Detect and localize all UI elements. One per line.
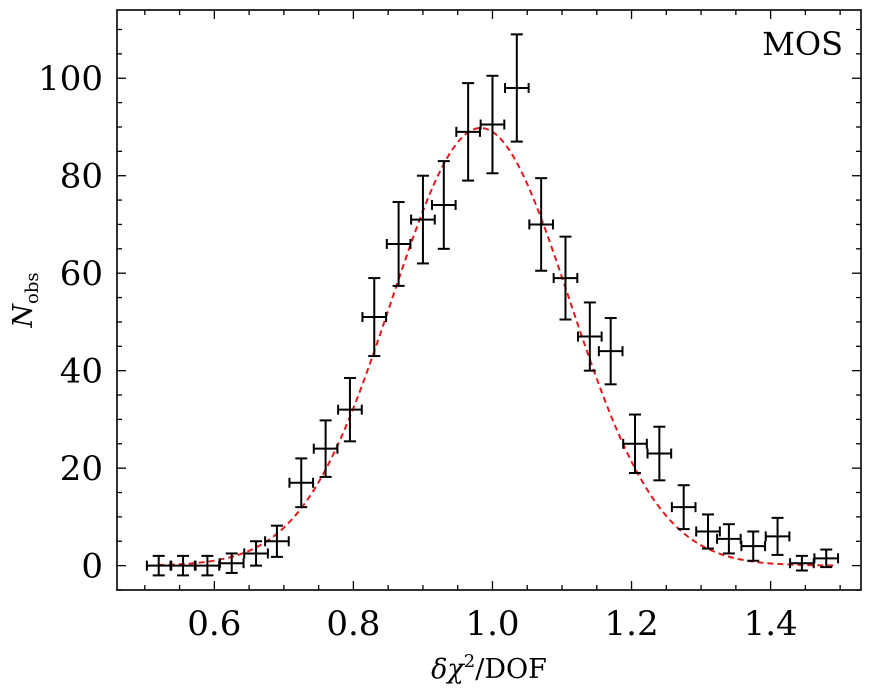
x-axis-label-sup: 2: [464, 651, 475, 672]
data-point: [361, 277, 388, 358]
gaussian-fit-curve: [158, 127, 834, 567]
data-point: [597, 317, 624, 386]
x-tick-label: 0.6: [187, 604, 241, 644]
panel-annotation: MOS: [762, 25, 843, 63]
data-point: [410, 174, 436, 265]
x-tick-label: 1.0: [465, 604, 519, 644]
y-tick-label: 100: [38, 59, 103, 99]
data-point: [528, 177, 554, 272]
data-point: [716, 523, 742, 555]
data-points-layer: [145, 33, 840, 577]
data-point: [670, 484, 697, 531]
data-point: [264, 524, 290, 558]
x-axis-label-chi: χ: [445, 654, 465, 685]
data-point: [695, 513, 721, 550]
y-tick-label: 60: [60, 254, 103, 294]
data-point: [312, 419, 339, 478]
data-point: [170, 554, 196, 577]
x-tick-label: 1.2: [605, 604, 659, 644]
data-point: [243, 540, 269, 567]
data-point: [622, 413, 648, 475]
data-point: [740, 530, 767, 562]
data-point: [218, 552, 245, 574]
y-tick-label: 40: [60, 352, 103, 392]
y-tick-label: 20: [60, 449, 103, 489]
ticks-layer: 0.6 0.8 1.0 1.2 1.4 0 20 40 60 80 100: [38, 10, 861, 644]
data-point: [577, 301, 603, 372]
x-tick-label: 0.8: [326, 604, 380, 644]
data-point: [455, 82, 481, 182]
x-tick-label: 1.4: [744, 604, 798, 644]
y-axis-label: Nobs: [8, 272, 43, 328]
plot-frame: [116, 9, 862, 591]
y-tick-label: 80: [60, 157, 103, 197]
data-point: [194, 554, 221, 577]
data-point: [385, 201, 412, 287]
data-point: [288, 457, 315, 509]
data-point: [430, 160, 457, 250]
data-point: [479, 74, 506, 175]
data-point: [145, 554, 172, 577]
data-point: [813, 548, 840, 569]
x-axis-label-rest: /DOF: [475, 654, 547, 685]
data-point: [764, 516, 791, 556]
data-point: [337, 376, 363, 443]
y-axis-label-sub: obs: [22, 272, 43, 304]
y-axis-label-main: N: [8, 303, 39, 329]
data-point: [552, 235, 579, 321]
y-tick-label: 0: [81, 547, 103, 587]
x-axis-label: δχ2/DOF: [431, 651, 547, 685]
data-point: [789, 554, 815, 572]
data-point: [503, 33, 530, 143]
data-point: [646, 425, 673, 482]
fit-layer: [158, 127, 834, 567]
x-axis-label-delta: δ: [431, 654, 447, 685]
